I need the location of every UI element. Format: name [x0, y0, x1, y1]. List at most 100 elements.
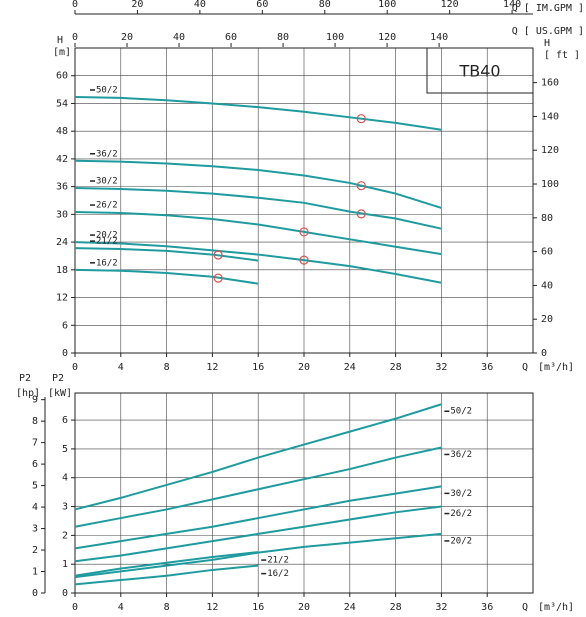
y2-tick-label: 6	[32, 459, 38, 470]
y2-tick-label: 60	[541, 247, 553, 258]
y2-tick-label: 80	[541, 213, 553, 224]
y-tick-label: 18	[56, 265, 68, 276]
y2-tick-label: 3	[32, 524, 38, 535]
y-tick-label: 60	[56, 71, 68, 82]
curve	[74, 159, 442, 209]
y2-tick-label: 120	[541, 145, 559, 156]
y2-axis-unit: [ ft ]	[544, 50, 580, 61]
series-label: 30/2	[450, 489, 472, 499]
series-label: 50/2	[96, 85, 118, 95]
duty-point	[356, 209, 366, 219]
y2-tick-label: 4	[32, 502, 38, 513]
x-tick-label: 36	[481, 602, 493, 613]
x-tick-label: 28	[390, 362, 402, 373]
top-tick-label: 100	[326, 32, 344, 43]
y-axis-title: H	[57, 35, 63, 46]
top-tick-label: 120	[378, 32, 396, 43]
y-tick-label: 6	[62, 415, 68, 426]
x-axis-title: Q	[522, 602, 528, 613]
duty-point	[356, 114, 366, 124]
duty-point	[356, 181, 366, 191]
y2-tick-label: 0	[541, 348, 547, 359]
y2-tick-label: 8	[32, 416, 38, 427]
series-label: 21/2	[267, 556, 289, 566]
curve	[74, 187, 442, 230]
x-axis-unit: [m³/h]	[538, 362, 574, 373]
x-tick-label: 32	[435, 362, 447, 373]
curve	[74, 268, 259, 285]
curve	[74, 95, 442, 131]
curve	[74, 241, 442, 284]
series-label: 26/2	[450, 509, 472, 519]
duty-point	[213, 273, 223, 283]
top-tick-label: 20	[131, 0, 143, 10]
x-tick-label: 20	[298, 362, 310, 373]
y2-axis-title: H	[544, 38, 550, 49]
y2-tick-label: 140	[541, 111, 559, 122]
duty-point	[299, 227, 309, 237]
y-tick-label: 5	[62, 444, 68, 455]
x-tick-label: 0	[72, 362, 78, 373]
y-tick-label: 36	[56, 182, 68, 193]
y-tick-label: 0	[62, 588, 68, 599]
x-tick-label: 32	[435, 602, 447, 613]
y-axis-unit: [m]	[53, 47, 71, 58]
top-tick-label: 80	[277, 32, 289, 43]
top-tick-label: 60	[256, 0, 268, 10]
top-axis-title: Q [ IM.GPM ]	[512, 3, 584, 14]
top-tick-label: 0	[72, 0, 78, 10]
y2-tick-label: 100	[541, 179, 559, 190]
top-tick-label: 40	[194, 0, 206, 10]
y-axis-title: P2	[52, 373, 64, 384]
series-label: 20/2	[96, 231, 118, 241]
top-tick-label: 120	[441, 0, 459, 10]
y2-tick-label: 5	[32, 481, 38, 492]
duty-point	[213, 250, 223, 260]
x-tick-label: 4	[118, 602, 124, 613]
top-tick-label: 140	[503, 0, 521, 10]
top-tick-label: 100	[378, 0, 396, 10]
x-tick-label: 0	[72, 602, 78, 613]
curve	[74, 446, 442, 528]
curve	[74, 505, 442, 563]
y-tick-label: 48	[56, 126, 68, 137]
top-tick-label: 0	[72, 32, 78, 43]
series-label: 26/2	[96, 201, 118, 211]
x-axis-title: Q	[522, 362, 528, 373]
plot-frame	[74, 47, 534, 354]
top-tick-label: 20	[121, 32, 133, 43]
y-tick-label: 4	[62, 473, 68, 484]
y2-axis-unit: [hp]	[16, 388, 40, 399]
x-tick-label: 12	[206, 362, 218, 373]
duty-point	[299, 255, 309, 265]
x-tick-label: 8	[164, 602, 170, 613]
series-label: 30/2	[96, 177, 118, 187]
x-tick-label: 24	[344, 362, 356, 373]
x-tick-label: 16	[252, 602, 264, 613]
chart-title: TB40	[458, 62, 500, 81]
top-tick-label: 140	[430, 32, 448, 43]
y-tick-label: 42	[56, 154, 68, 165]
series-label: 16/2	[267, 569, 289, 579]
x-axis-unit: [m³/h]	[538, 602, 574, 613]
series-label: 36/2	[96, 149, 118, 159]
x-tick-label: 12	[206, 602, 218, 613]
y2-tick-label: 2	[32, 545, 38, 556]
curve	[74, 247, 259, 262]
y-tick-label: 6	[62, 320, 68, 331]
y-tick-label: 12	[56, 293, 68, 304]
y2-tick-label: 0	[32, 588, 38, 599]
y2-tick-label: 20	[541, 314, 553, 325]
top-tick-label: 40	[173, 32, 185, 43]
x-tick-label: 16	[252, 362, 264, 373]
curve	[74, 403, 442, 511]
x-tick-label: 20	[298, 602, 310, 613]
y-tick-label: 54	[56, 98, 68, 109]
x-tick-label: 4	[118, 362, 124, 373]
title-box	[426, 47, 534, 94]
x-tick-label: 28	[390, 602, 402, 613]
y-tick-label: 30	[56, 209, 68, 220]
series-label: 36/2	[450, 450, 472, 460]
y-axis-unit: [kW]	[48, 388, 72, 399]
curve	[74, 564, 259, 586]
